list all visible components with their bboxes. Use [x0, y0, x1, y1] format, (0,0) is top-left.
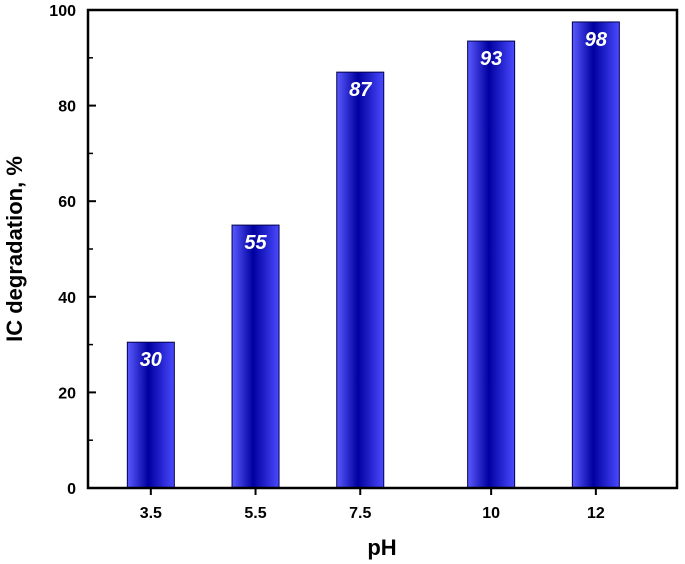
bar-10	[467, 40, 516, 489]
y-tick-label: 40	[58, 290, 76, 307]
bar-value-label-5.5: 55	[244, 232, 267, 254]
x-tick-label: 7.5	[349, 505, 371, 522]
bar-12	[571, 21, 620, 489]
x-tick-label: 3.5	[140, 505, 162, 522]
x-tick-label: 12	[587, 505, 605, 522]
x-tick-label: 5.5	[244, 505, 266, 522]
y-tick-label: 20	[58, 385, 76, 402]
y-tick-label: 80	[58, 99, 76, 116]
y-axis-ticks: 0 20 40 60 80 100	[49, 3, 96, 498]
data-labels-group: 30 55 87 93 98	[140, 29, 608, 371]
bars-group	[126, 21, 620, 489]
x-tick-label: 10	[482, 505, 500, 522]
y-tick-label: 60	[58, 194, 76, 211]
x-axis-ticks: 3.5 5.5 7.5 10 12	[140, 488, 605, 522]
bar-value-label-7.5: 87	[349, 79, 372, 101]
bar-5.5	[231, 224, 280, 489]
y-tick-label: 0	[67, 481, 76, 498]
bar-value-label-10: 93	[480, 48, 502, 70]
bar-3.5	[126, 341, 175, 489]
bar-value-label-3.5: 30	[140, 349, 162, 371]
x-axis-title: pH	[367, 535, 396, 560]
y-tick-label: 100	[49, 3, 76, 20]
y-axis-title: IC degradation, %	[2, 156, 27, 342]
bar-7.5	[336, 71, 385, 489]
bar-value-label-12: 98	[585, 29, 608, 51]
